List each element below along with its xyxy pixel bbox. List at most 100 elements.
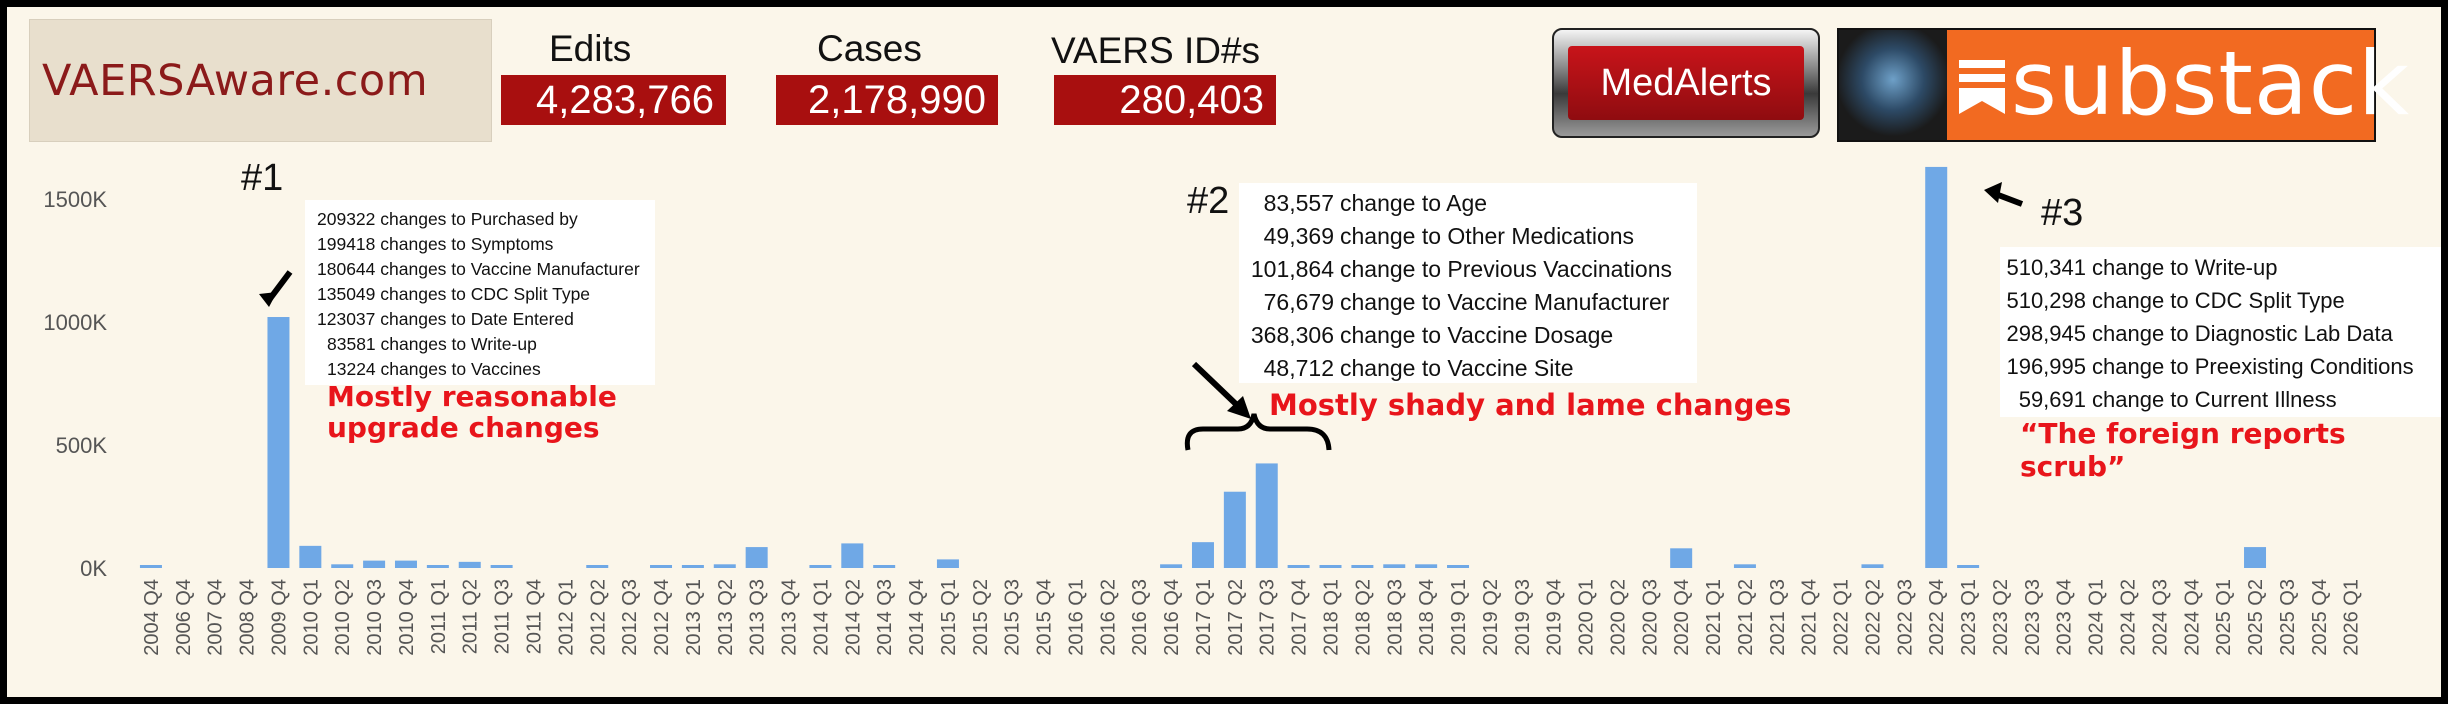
bar[interactable] xyxy=(458,561,481,568)
vaers-ids-value: 280,403 xyxy=(1054,75,1276,125)
annotation-1-box: 209322 changes to Purchased by 199418 ch… xyxy=(305,200,655,385)
vaers-ids-label: VAERS ID#s xyxy=(1051,30,1261,71)
x-tick-label: 2013 Q2 xyxy=(715,579,737,656)
x-tick-label: 2010 Q2 xyxy=(332,579,354,656)
x-tick-label: 2017 Q4 xyxy=(1289,579,1311,656)
annotation-1-line: 13224 changes to Vaccines xyxy=(327,359,541,379)
x-tick-label: 2022 Q1 xyxy=(1831,579,1853,656)
annotation-3-field: change to Write-up xyxy=(2092,255,2278,280)
x-tick-label: 2012 Q1 xyxy=(555,579,577,656)
x-tick-label: 2018 Q1 xyxy=(1321,579,1343,656)
x-tick-label: 2013 Q4 xyxy=(779,579,801,656)
x-tick-label: 2015 Q2 xyxy=(970,579,992,656)
bar[interactable] xyxy=(1733,564,1756,568)
bar[interactable] xyxy=(713,564,736,568)
annotation-3-count: 196,995 xyxy=(2006,354,2086,379)
annotation-2-row: 83,557 change to Age xyxy=(1239,187,1697,220)
x-tick-label: 2007 Q4 xyxy=(205,579,227,656)
edits-label: Edits xyxy=(549,28,632,69)
annotation-1-caption: Mostly reasonable upgrade changes xyxy=(327,381,617,443)
bar[interactable] xyxy=(490,565,513,568)
bar[interactable] xyxy=(1319,565,1342,568)
bar[interactable] xyxy=(1191,542,1214,568)
y-tick-label: 0K xyxy=(80,556,107,581)
bar[interactable] xyxy=(841,543,864,568)
bar[interactable] xyxy=(394,560,417,568)
x-tick-label: 2013 Q1 xyxy=(683,579,705,656)
annotation-1-tag: #1 xyxy=(241,157,284,199)
x-tick-label: 2015 Q1 xyxy=(938,579,960,656)
x-tick-label: 2011 Q3 xyxy=(492,579,514,654)
annotation-1-line: 123037 changes to Date Entered xyxy=(317,309,574,329)
bar[interactable] xyxy=(1255,463,1278,568)
annotation-3-row: 510,298 change to CDC Split Type xyxy=(2000,284,2441,317)
annotation-1-caption-line: Mostly reasonable xyxy=(327,380,617,413)
bar[interactable] xyxy=(2244,547,2267,568)
bar-series xyxy=(139,166,2267,569)
annotation-2-count: 48,712 xyxy=(1263,355,1334,381)
annotation-2-count: 368,306 xyxy=(1250,322,1334,348)
medalerts-button[interactable]: MedAlerts xyxy=(1552,28,1820,138)
cases-value: 2,178,990 xyxy=(776,75,998,125)
site-logo[interactable]: VAERSAware.com xyxy=(29,19,492,142)
x-tick-label: 2018 Q2 xyxy=(1352,579,1374,656)
annotation-3-row: 196,995 change to Preexisting Conditions xyxy=(2000,350,2441,383)
bar[interactable] xyxy=(1670,548,1693,568)
x-tick-label: 2010 Q4 xyxy=(396,579,418,656)
substack-button[interactable]: substack xyxy=(1837,28,2409,142)
bar[interactable] xyxy=(745,547,768,568)
bar[interactable] xyxy=(1925,166,1948,569)
x-tick-label: 2019 Q2 xyxy=(1480,579,1502,656)
x-tick-label: 2023 Q2 xyxy=(1990,579,2012,656)
medalerts-label: MedAlerts xyxy=(1600,61,1772,104)
annotation-1-caption-line: upgrade changes xyxy=(327,411,600,444)
y-tick-label: 500K xyxy=(56,433,108,458)
bar[interactable] xyxy=(1383,564,1406,568)
bar[interactable] xyxy=(681,565,704,568)
annotation-2-field: change to Previous Vaccinations xyxy=(1340,256,1672,282)
x-tick-label: 2020 Q4 xyxy=(1671,579,1693,656)
annotation-1-line: 83581 changes to Write-up xyxy=(327,334,537,354)
arrow-1-head-icon xyxy=(259,292,277,307)
y-tick-label: 1000K xyxy=(43,310,107,335)
bar[interactable] xyxy=(1447,565,1470,568)
bar[interactable] xyxy=(1287,565,1310,568)
bar[interactable] xyxy=(139,565,162,568)
bar[interactable] xyxy=(267,317,290,568)
x-tick-label: 2018 Q4 xyxy=(1416,579,1438,656)
x-tick-label: 2016 Q1 xyxy=(1065,579,1087,656)
x-tick-label: 2016 Q3 xyxy=(1129,579,1151,656)
bar[interactable] xyxy=(650,565,673,568)
annotation-2-field: change to Other Medications xyxy=(1340,223,1635,249)
bar[interactable] xyxy=(331,564,354,568)
bar[interactable] xyxy=(299,545,322,568)
bar[interactable] xyxy=(1861,564,1884,568)
annotation-1-line: 135049 changes to CDC Split Type xyxy=(317,284,591,304)
bar[interactable] xyxy=(363,560,386,568)
x-tick-label: 2020 Q2 xyxy=(1607,579,1629,656)
bar[interactable] xyxy=(873,565,896,568)
x-tick-label: 2024 Q3 xyxy=(2149,579,2171,656)
bar[interactable] xyxy=(426,565,449,568)
x-tick-label: 2012 Q3 xyxy=(619,579,641,656)
annotation-3-tag: #3 xyxy=(2041,192,2084,234)
x-tick-label: 2011 Q4 xyxy=(524,579,546,654)
x-tick-label: 2020 Q3 xyxy=(1639,579,1661,656)
annotation-3-box: 510,341 change to Write-up 510,298 change … xyxy=(2000,247,2441,417)
annotation-3-count: 510,298 xyxy=(2006,288,2086,313)
bar[interactable] xyxy=(936,559,959,568)
x-tick-label: 2023 Q4 xyxy=(2054,579,2076,656)
bar[interactable] xyxy=(1415,564,1438,568)
x-tick-label: 2024 Q1 xyxy=(2086,579,2108,656)
bar[interactable] xyxy=(586,565,609,568)
y-tick-label: 1500K xyxy=(43,187,107,212)
x-tick-label: 2015 Q3 xyxy=(1002,579,1024,656)
bar[interactable] xyxy=(1160,564,1183,568)
bar[interactable] xyxy=(1351,565,1374,568)
x-tick-label: 2014 Q3 xyxy=(874,579,896,656)
x-tick-label: 2021 Q1 xyxy=(1703,579,1725,656)
bar[interactable] xyxy=(1223,491,1246,568)
bar[interactable] xyxy=(1957,565,1980,568)
bar[interactable] xyxy=(809,565,832,568)
x-tick-label: 2018 Q3 xyxy=(1384,579,1406,656)
